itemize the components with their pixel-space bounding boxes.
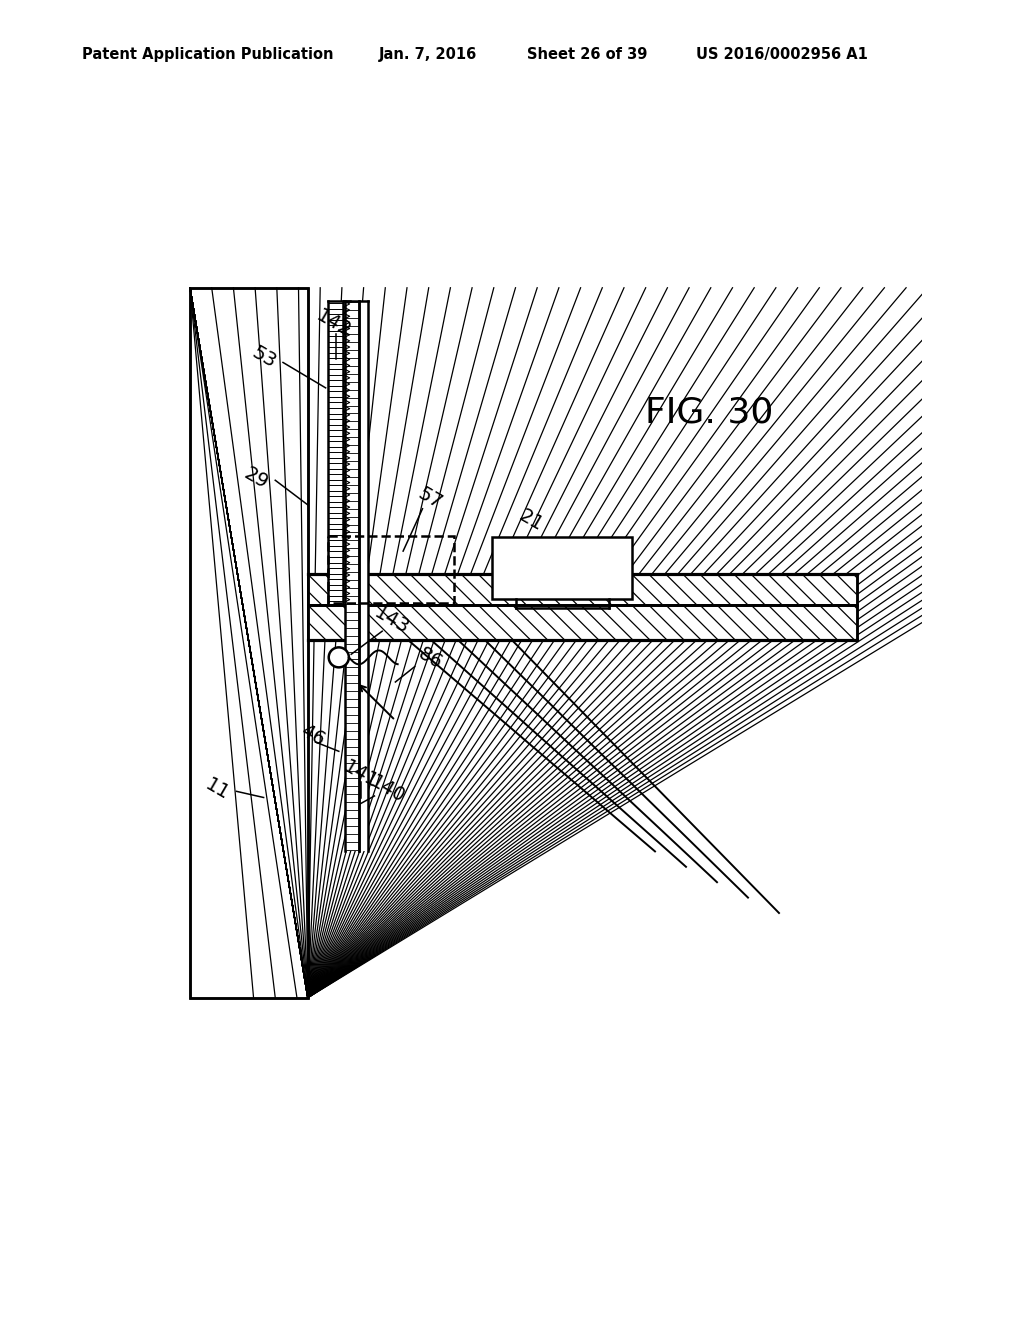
Text: 57: 57	[415, 484, 445, 513]
Text: Jan. 7, 2016: Jan. 7, 2016	[379, 48, 477, 62]
Bar	[308, 605, 856, 640]
Bar	[345, 301, 359, 851]
Bar	[190, 288, 308, 998]
Bar	[190, 288, 308, 998]
Text: 141: 141	[340, 756, 381, 792]
Bar	[493, 537, 632, 599]
Text: FIG. 30: FIG. 30	[645, 396, 773, 429]
Text: US 2016/0002956 A1: US 2016/0002956 A1	[696, 48, 868, 62]
Bar	[328, 301, 343, 603]
Circle shape	[329, 647, 349, 668]
Text: Sheet 26 of 39: Sheet 26 of 39	[527, 48, 648, 62]
Bar	[308, 574, 856, 605]
Text: 11: 11	[202, 775, 232, 804]
Text: 46: 46	[297, 722, 328, 750]
Bar	[308, 574, 856, 605]
Bar	[359, 301, 369, 851]
Bar	[328, 536, 454, 603]
Text: 142: 142	[312, 306, 354, 342]
Bar	[308, 605, 856, 640]
Text: 143: 143	[371, 603, 413, 638]
Text: 140: 140	[367, 772, 409, 808]
Text: 21: 21	[515, 506, 547, 535]
Text: 53: 53	[248, 343, 280, 371]
Text: 86: 86	[415, 644, 445, 673]
Text: Patent Application Publication: Patent Application Publication	[82, 48, 334, 62]
Text: 29: 29	[241, 463, 271, 492]
